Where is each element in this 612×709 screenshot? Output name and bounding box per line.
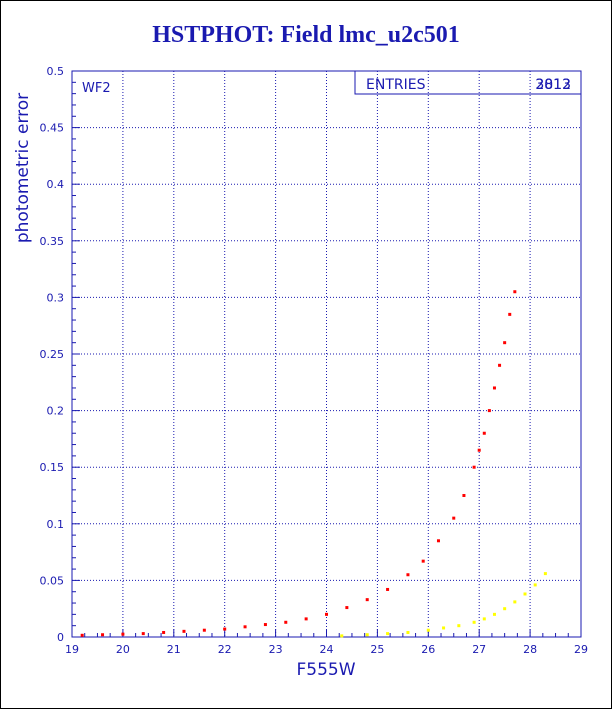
y-tick-label: 0.35 [40, 235, 65, 248]
data-point [498, 363, 502, 367]
x-tick-label: 19 [65, 643, 79, 656]
x-tick-label: 22 [218, 643, 232, 656]
x-tick-label: 28 [523, 643, 537, 656]
data-point [284, 620, 288, 624]
data-point [243, 625, 247, 629]
data-point [340, 634, 344, 638]
data-point [457, 624, 461, 628]
data-point [365, 598, 369, 602]
chart-title: HSTPHOT: Field lmc_u2c501 [152, 22, 460, 48]
y-tick-label: 0 [57, 631, 64, 644]
data-point [141, 632, 145, 636]
data-point [477, 448, 481, 452]
data-point [365, 633, 369, 637]
y-axis-title: photometric error [13, 93, 33, 243]
panel-label: WF2 [82, 81, 111, 96]
grid-lines [72, 71, 581, 637]
data-point [426, 628, 430, 632]
data-point [182, 629, 186, 633]
data-point [406, 573, 410, 577]
data-point [202, 628, 206, 632]
data-point [513, 290, 517, 294]
data-point [386, 632, 390, 636]
y-tick-label: 0.25 [40, 348, 65, 361]
data-point [533, 583, 537, 587]
x-tick-label: 25 [370, 643, 384, 656]
data-point [492, 612, 496, 616]
data-point [80, 633, 84, 637]
data-point [503, 607, 507, 611]
data-point [101, 633, 105, 637]
data-point [482, 617, 486, 621]
x-axis-title: F555W [296, 660, 355, 680]
y-tick-label: 0.45 [40, 122, 65, 135]
x-tick-label: 21 [167, 643, 181, 656]
x-tick-label: 27 [472, 643, 486, 656]
data-point [386, 587, 390, 591]
x-tick-label: 20 [116, 643, 130, 656]
y-tick-label: 0.3 [47, 291, 65, 304]
data-point [472, 620, 476, 624]
data-point [421, 559, 425, 563]
data-point [345, 606, 349, 610]
data-point [304, 617, 308, 621]
data-point [508, 312, 512, 316]
stats-entries-value: 2812 [535, 77, 571, 93]
data-point [513, 600, 517, 604]
data-point [325, 612, 328, 616]
data-point [492, 386, 496, 390]
data-point [482, 431, 486, 435]
data-points [80, 290, 547, 638]
y-tick-label: 0.4 [47, 178, 65, 191]
data-point [223, 627, 227, 631]
data-point [503, 341, 507, 345]
data-point [121, 632, 125, 636]
y-tick-label: 0.5 [47, 65, 65, 78]
x-tick-label: 26 [421, 643, 435, 656]
y-tick-label: 0.1 [47, 518, 65, 531]
y-tick-label: 0.2 [47, 405, 65, 418]
stats-entries-label: ENTRIES [366, 77, 426, 93]
data-point [543, 572, 547, 576]
data-point [406, 630, 410, 634]
stats-box: ENTRIES 2812 3013 [354, 70, 582, 95]
x-tick-label: 23 [269, 643, 283, 656]
axis-ticks: 19 20 21 22 23 24 25 26 27 28 29 0 0.05 0.1 0.15 0.2 0.2… [40, 65, 589, 656]
data-point [442, 626, 446, 630]
y-tick-label: 0.05 [40, 574, 65, 587]
data-point [462, 494, 466, 497]
data-point [452, 516, 456, 520]
x-tick-label: 24 [320, 643, 334, 656]
data-point [436, 539, 440, 543]
stats-entries-value: 3013 [535, 77, 571, 93]
y-tick-label: 0.15 [40, 461, 65, 474]
data-point [263, 623, 267, 627]
data-point [523, 592, 527, 596]
data-point [162, 630, 166, 634]
x-tick-label: 29 [574, 643, 588, 656]
data-point [472, 465, 476, 469]
data-point [487, 409, 491, 413]
